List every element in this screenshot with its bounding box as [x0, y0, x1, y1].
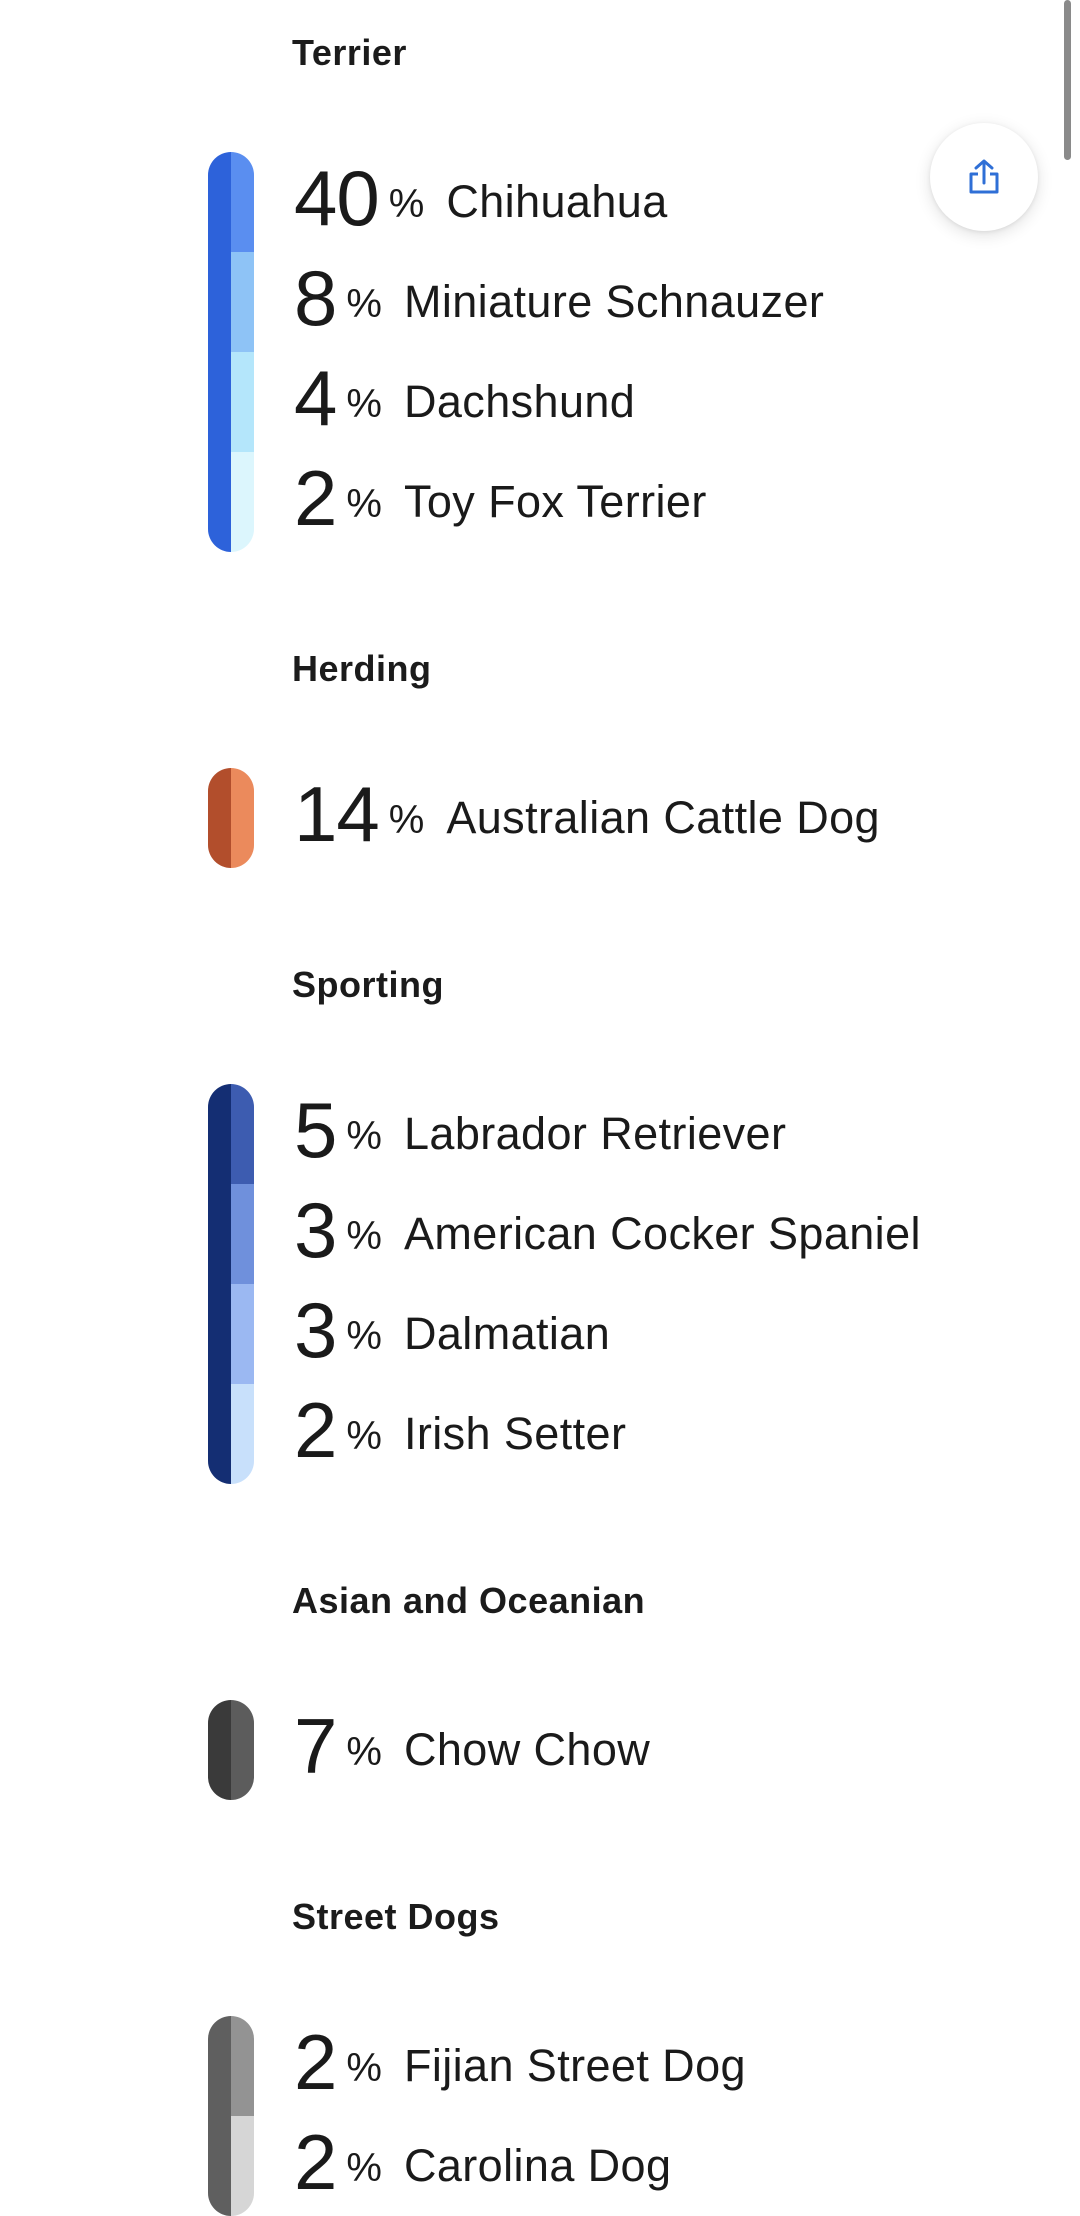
- breed-name: Dalmatian: [403, 1308, 611, 1359]
- percent-sign: %: [346, 1213, 382, 1258]
- breed-color-segment: [231, 352, 254, 452]
- percent-sign: %: [346, 1113, 382, 1158]
- breed-color-segment: [231, 1184, 254, 1284]
- breed-row[interactable]: 14% Australian Cattle Dog: [294, 764, 880, 864]
- group-color-bar: [208, 2016, 254, 2216]
- percent-sign: %: [346, 481, 382, 526]
- breed-name: Australian Cattle Dog: [446, 792, 880, 843]
- breed-color-segment: [231, 452, 254, 552]
- group-title: Asian and Oceanian: [292, 1580, 646, 1621]
- breed-name: Miniature Schnauzer: [403, 276, 825, 327]
- group-color-bar: [208, 152, 254, 552]
- breed-row[interactable]: 3% Dalmatian: [294, 1280, 610, 1380]
- group-title: Street Dogs: [292, 1896, 500, 1937]
- percent-sign: %: [388, 797, 425, 842]
- breed-color-segment: [231, 2116, 254, 2216]
- percent-sign: %: [388, 181, 425, 226]
- breed-color-segment: [231, 252, 254, 352]
- breed-color-segment: [231, 1700, 254, 1800]
- breed-row[interactable]: 4% Dachshund: [294, 348, 635, 448]
- breed-percent: 2: [294, 1386, 337, 1474]
- percent-sign: %: [346, 1729, 382, 1774]
- percent-sign: %: [346, 2045, 382, 2090]
- percent-sign: %: [346, 281, 382, 326]
- breed-percent: 2: [294, 2018, 337, 2106]
- breed-row[interactable]: 5% Labrador Retriever: [294, 1080, 786, 1180]
- share-button[interactable]: [930, 123, 1038, 231]
- breed-color-segment: [231, 1384, 254, 1484]
- breed-percent: 40: [294, 154, 380, 242]
- breed-row[interactable]: 2% Fijian Street Dog: [294, 2012, 746, 2112]
- breed-percent: 8: [294, 254, 337, 342]
- breed-percent: 2: [294, 454, 337, 542]
- group-title: Sporting: [292, 964, 444, 1005]
- breed-row[interactable]: 3% American Cocker Spaniel: [294, 1180, 921, 1280]
- percent-sign: %: [346, 381, 382, 426]
- breed-row[interactable]: 2% Irish Setter: [294, 1380, 626, 1480]
- group-color-bar: [208, 768, 254, 868]
- breed-row[interactable]: 40% Chihuahua: [294, 148, 668, 248]
- breed-percent: 4: [294, 354, 337, 442]
- breed-percent: 3: [294, 1286, 337, 1374]
- group-color-swatch: [208, 2016, 231, 2216]
- breed-percent: 3: [294, 1186, 337, 1274]
- breed-name: Chow Chow: [403, 1724, 651, 1775]
- breed-name: Labrador Retriever: [403, 1108, 787, 1159]
- breed-color-segment: [231, 1084, 254, 1184]
- breed-color-segment: [231, 1284, 254, 1384]
- breed-row[interactable]: 8% Miniature Schnauzer: [294, 248, 824, 348]
- breed-name: Toy Fox Terrier: [403, 476, 707, 527]
- share-upload-icon: [969, 159, 999, 194]
- breed-name: Irish Setter: [403, 1408, 627, 1459]
- breed-name: Carolina Dog: [403, 2140, 672, 2191]
- breed-color-segment: [231, 768, 254, 868]
- breed-percent: 14: [294, 770, 380, 858]
- group-color-swatch: [208, 1084, 231, 1484]
- group-color-swatch: [208, 152, 231, 552]
- breed-percent: 2: [294, 2118, 337, 2206]
- breed-name: American Cocker Spaniel: [403, 1208, 921, 1259]
- group-color-swatch: [208, 768, 231, 868]
- breed-color-segment: [231, 2016, 254, 2116]
- group-color-bar: [208, 1700, 254, 1800]
- percent-sign: %: [346, 1413, 382, 1458]
- breed-row[interactable]: 2% Carolina Dog: [294, 2112, 671, 2212]
- breed-row[interactable]: 7% Chow Chow: [294, 1696, 650, 1796]
- breed-name: Chihuahua: [446, 176, 668, 227]
- group-color-bar: [208, 1084, 254, 1484]
- scrollbar[interactable]: [1064, 0, 1071, 160]
- group-color-swatch: [208, 1700, 231, 1800]
- group-title: Herding: [292, 648, 432, 689]
- group-title: Terrier: [292, 32, 407, 73]
- breed-name: Dachshund: [403, 376, 636, 427]
- breed-row[interactable]: 2% Toy Fox Terrier: [294, 448, 707, 548]
- breed-color-segment: [231, 152, 254, 252]
- percent-sign: %: [346, 2145, 382, 2190]
- breed-name: Fijian Street Dog: [403, 2040, 746, 2091]
- percent-sign: %: [346, 1313, 382, 1358]
- breed-percent: 5: [294, 1086, 337, 1174]
- breed-percent: 7: [294, 1702, 337, 1790]
